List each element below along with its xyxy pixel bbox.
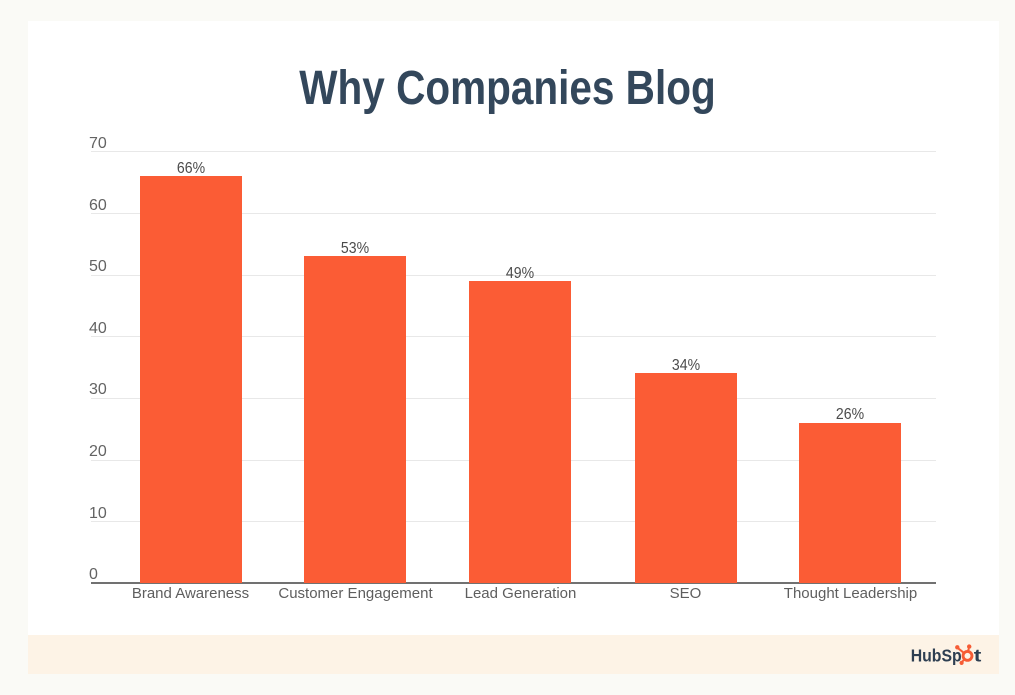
svg-text:HubSp: HubSp — [911, 646, 962, 666]
svg-text:t: t — [974, 646, 982, 666]
